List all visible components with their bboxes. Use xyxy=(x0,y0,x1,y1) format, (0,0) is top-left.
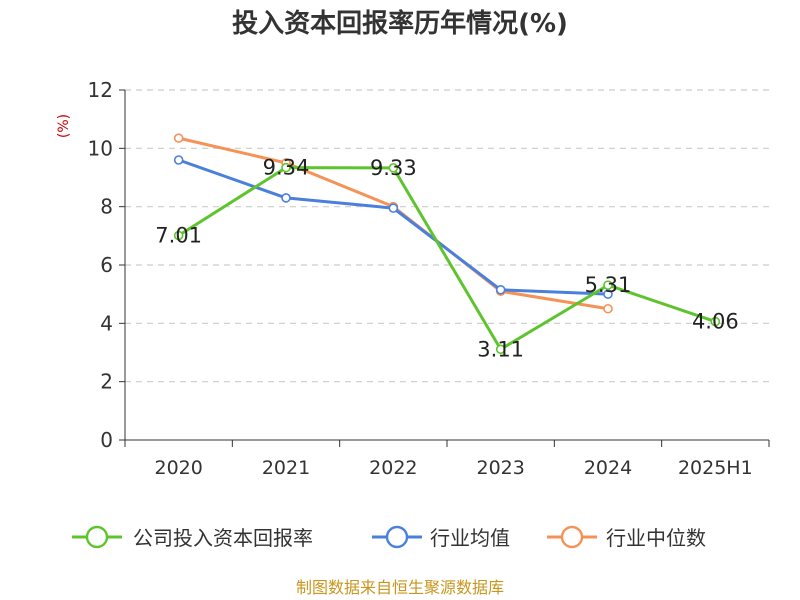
series-lines xyxy=(173,133,721,355)
data-point xyxy=(173,155,184,165)
x-tick-label: 2022 xyxy=(369,457,417,479)
legend: 公司投入资本回报率 行业均值 行业中位数 xyxy=(72,525,706,550)
x-tick-label: 2020 xyxy=(154,457,202,479)
source-note: 制图数据来自恒生聚源数据库 xyxy=(296,578,504,597)
data-point xyxy=(281,193,291,203)
y-tick-label: 2 xyxy=(100,370,113,394)
y-tick-label: 0 xyxy=(100,428,113,452)
y-tick-label: 12 xyxy=(88,78,113,102)
data-point xyxy=(388,203,399,213)
x-tick-label: 2023 xyxy=(476,457,524,479)
data-label: 4.06 xyxy=(692,310,739,334)
data-label: 9.34 xyxy=(263,156,310,180)
legend-marker xyxy=(85,525,109,549)
y-tick-label: 8 xyxy=(100,195,113,219)
y-tick-label: 6 xyxy=(100,253,113,277)
series-line xyxy=(178,158,609,296)
legend-marker xyxy=(560,525,584,549)
data-point xyxy=(495,284,506,295)
legend-item: 行业中位数 xyxy=(547,525,706,550)
data-label: 7.01 xyxy=(155,224,202,248)
data-point xyxy=(173,230,184,241)
series-line xyxy=(177,166,716,351)
legend-label: 行业均值 xyxy=(430,526,510,550)
x-tick-label: 2025H1 xyxy=(678,457,753,479)
chart-title: 投入资本回报率历年情况(%) xyxy=(232,8,568,39)
data-labels: 7.01 9.34 9.33 3.11 5.31 4.06 xyxy=(155,156,738,362)
y-tick-label: 10 xyxy=(88,136,113,160)
data-label: 9.33 xyxy=(370,156,417,180)
data-point xyxy=(173,133,184,143)
legend-marker xyxy=(385,525,409,549)
x-tick-label: 2021 xyxy=(262,457,310,479)
legend-item: 公司投入资本回报率 xyxy=(72,525,313,550)
legend-label: 行业中位数 xyxy=(606,526,706,550)
data-point xyxy=(281,162,291,173)
data-point xyxy=(710,316,721,327)
data-point xyxy=(603,280,613,290)
data-point xyxy=(388,163,399,173)
data-point xyxy=(603,303,613,314)
data-label: 3.11 xyxy=(477,337,524,361)
data-point xyxy=(495,344,506,355)
y-tick-label: 4 xyxy=(100,311,113,335)
x-tick-label: 2024 xyxy=(584,457,632,479)
y-axis-unit: (%) xyxy=(56,114,72,138)
axes: 0 2 4 6 8 10 12 2020 2021 2022 2023 2024 2025H1 xyxy=(88,78,770,479)
legend-label: 公司投入资本回报率 xyxy=(133,526,313,550)
data-label: 5.31 xyxy=(585,273,632,297)
data-point xyxy=(603,289,613,299)
legend-item: 行业均值 xyxy=(372,525,510,550)
grid xyxy=(125,89,769,383)
